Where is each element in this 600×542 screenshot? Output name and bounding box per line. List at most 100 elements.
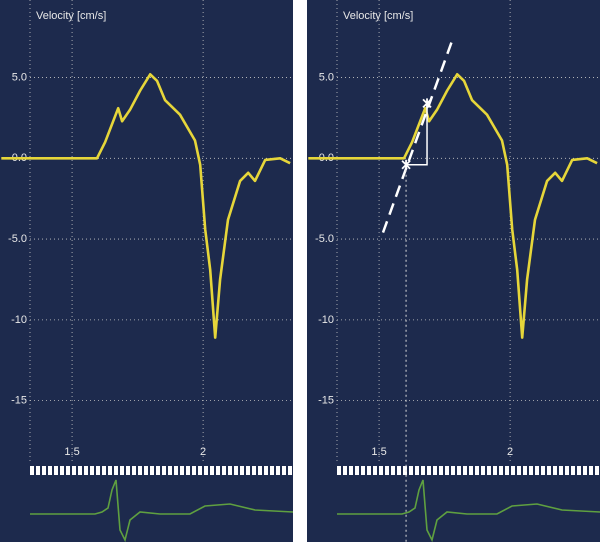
time-strip-gap bbox=[437, 466, 439, 475]
time-strip-gap bbox=[593, 466, 595, 475]
time-strip-gap bbox=[533, 466, 535, 475]
y-tick-label: -15 bbox=[11, 395, 27, 407]
time-strip-gap bbox=[473, 466, 475, 475]
time-strip-gap bbox=[124, 466, 126, 475]
time-strip-gap bbox=[539, 466, 541, 475]
time-strip-gap bbox=[443, 466, 445, 475]
time-strip-gap bbox=[407, 466, 409, 475]
time-strip-gap bbox=[148, 466, 150, 475]
time-strip-gap bbox=[575, 466, 577, 475]
time-strip-gap bbox=[497, 466, 499, 475]
time-strip-gap bbox=[521, 466, 523, 475]
time-strip-gap bbox=[581, 466, 583, 475]
y-tick-label: 5.0 bbox=[319, 71, 334, 83]
time-strip-gap bbox=[377, 466, 379, 475]
time-strip-gap bbox=[202, 466, 204, 475]
time-strip-gap bbox=[100, 466, 102, 475]
time-strip-gap bbox=[220, 466, 222, 475]
x-tick-label: 2 bbox=[507, 446, 513, 458]
time-strip-gap bbox=[256, 466, 258, 475]
time-strip-gap bbox=[509, 466, 511, 475]
time-strip-gap bbox=[515, 466, 517, 475]
time-strip-gap bbox=[262, 466, 264, 475]
time-strip-gap bbox=[274, 466, 276, 475]
time-strip-gap bbox=[479, 466, 481, 475]
time-strip-gap bbox=[419, 466, 421, 475]
y-tick-label: -5.0 bbox=[315, 233, 334, 245]
time-strip-gap bbox=[557, 466, 559, 475]
time-strip-gap bbox=[383, 466, 385, 475]
y-tick-label: 5.0 bbox=[12, 71, 27, 83]
time-strip-gap bbox=[353, 466, 355, 475]
time-strip-gap bbox=[491, 466, 493, 475]
time-strip-gap bbox=[52, 466, 54, 475]
time-strip-gap bbox=[76, 466, 78, 475]
time-strip-gap bbox=[359, 466, 361, 475]
time-strip-gap bbox=[130, 466, 132, 475]
y-tick-label: -10 bbox=[11, 314, 27, 326]
time-strip-gap bbox=[292, 466, 293, 475]
time-strip-gap bbox=[389, 466, 391, 475]
time-strip-gap bbox=[371, 466, 373, 475]
time-strip-gap bbox=[106, 466, 108, 475]
time-strip-gap bbox=[190, 466, 192, 475]
x-tick-label: 1.5 bbox=[371, 446, 386, 458]
time-strip-gap bbox=[280, 466, 282, 475]
tangent-line bbox=[381, 39, 454, 234]
time-strip-gap bbox=[347, 466, 349, 475]
time-strip-gap bbox=[551, 466, 553, 475]
time-strip-gap bbox=[449, 466, 451, 475]
time-strip-gap bbox=[166, 466, 168, 475]
time-strip-gap bbox=[425, 466, 427, 475]
axis-title: Velocity [cm/s] bbox=[36, 10, 106, 22]
marker bbox=[401, 159, 411, 170]
x-tick-label: 2 bbox=[200, 446, 206, 458]
time-strip-gap bbox=[58, 466, 60, 475]
time-strip-gap bbox=[268, 466, 270, 475]
time-strip-gap bbox=[40, 466, 42, 475]
time-strip-gap bbox=[413, 466, 415, 475]
time-strip-gap bbox=[172, 466, 174, 475]
time-strip-gap bbox=[208, 466, 210, 475]
x-tick-label: 1.5 bbox=[64, 446, 79, 458]
time-strip-gap bbox=[461, 466, 463, 475]
time-strip-gap bbox=[88, 466, 90, 475]
plot-background bbox=[0, 0, 293, 542]
y-tick-label: -5.0 bbox=[8, 233, 27, 245]
time-strip-gap bbox=[431, 466, 433, 475]
time-strip-gap bbox=[395, 466, 397, 475]
axis-title: Velocity [cm/s] bbox=[343, 10, 413, 22]
time-strip-gap bbox=[545, 466, 547, 475]
time-strip-gap bbox=[503, 466, 505, 475]
time-strip-gap bbox=[118, 466, 120, 475]
y-tick-label: -10 bbox=[318, 314, 334, 326]
ecg-trace bbox=[30, 479, 293, 542]
time-strip-gap bbox=[196, 466, 198, 475]
time-strip-gap bbox=[64, 466, 66, 475]
time-strip-gap bbox=[94, 466, 96, 475]
time-strip-gap bbox=[184, 466, 186, 475]
time-strip-gap bbox=[485, 466, 487, 475]
plot-background bbox=[307, 0, 600, 542]
time-strip-gap bbox=[286, 466, 288, 475]
time-strip-gap bbox=[244, 466, 246, 475]
time-strip-gap bbox=[160, 466, 162, 475]
time-strip-gap bbox=[46, 466, 48, 475]
time-strip-gap bbox=[70, 466, 72, 475]
time-strip-gap bbox=[587, 466, 589, 475]
time-strip-gap bbox=[341, 466, 343, 475]
time-strip-gap bbox=[563, 466, 565, 475]
time-strip-gap bbox=[214, 466, 216, 475]
time-strip-gap bbox=[467, 466, 469, 475]
time-strip-gap bbox=[142, 466, 144, 475]
time-strip-gap bbox=[250, 466, 252, 475]
y-tick-label: -15 bbox=[318, 395, 334, 407]
ecg-trace bbox=[337, 479, 600, 542]
slope-triangle bbox=[406, 103, 428, 166]
time-strip-gap bbox=[401, 466, 403, 475]
time-strip-gap bbox=[154, 466, 156, 475]
time-strip-gap bbox=[226, 466, 228, 475]
